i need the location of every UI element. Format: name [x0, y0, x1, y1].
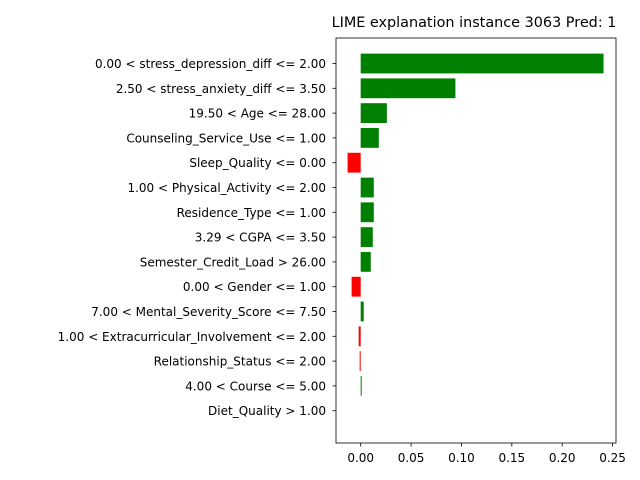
- y-tick-label: Semester_Credit_Load > 26.00: [140, 255, 326, 269]
- y-tick-label: Sleep_Quality <= 0.00: [189, 156, 326, 170]
- bar: [347, 152, 361, 173]
- bar: [360, 301, 364, 322]
- y-tick-label: 1.00 < Physical_Activity <= 2.00: [127, 181, 326, 195]
- y-tick-labels: 0.00 < stress_depression_diff <= 2.00 2.5…: [58, 57, 336, 418]
- y-tick-label: 0.00 < Gender <= 1.00: [183, 280, 326, 294]
- bar: [360, 202, 374, 223]
- bar: [360, 128, 379, 148]
- y-tick-label: 4.00 < Course <= 5.00: [185, 379, 326, 393]
- x-ticks: 0.00 0.05 0.10 0.15 0.20 0.25: [347, 443, 626, 465]
- y-tick-label: Residence_Type <= 1.00: [177, 206, 326, 220]
- plot-frame: [335, 37, 617, 444]
- bar: [360, 177, 374, 198]
- bar: [360, 78, 456, 99]
- chart-title: LIME explanation instance 3063 Pred: 1: [332, 15, 617, 31]
- y-tick-label: 19.50 < Age <= 28.00: [189, 107, 326, 121]
- y-tick-label: 3.29 < CGPA <= 3.50: [195, 231, 326, 245]
- y-tick-label: Counseling_Service_Use <= 1.00: [126, 131, 326, 145]
- bar: [358, 326, 361, 347]
- bar: [351, 276, 361, 297]
- y-tick-label: 0.00 < stress_depression_diff <= 2.00: [95, 57, 326, 71]
- y-tick-label: Relationship_Status <= 2.00: [154, 355, 326, 369]
- bar: [360, 53, 604, 74]
- bars-group: [347, 53, 604, 396]
- y-tick-label: 7.00 < Mental_Severity_Score <= 7.50: [91, 305, 326, 319]
- x-tick-label: 0.10: [448, 451, 475, 465]
- bar: [360, 252, 371, 272]
- y-tick-label: 2.50 < stress_anxiety_diff <= 3.50: [116, 82, 326, 96]
- x-tick-label: 0.05: [398, 451, 425, 465]
- x-tick-label: 0.20: [549, 451, 576, 465]
- y-tick-label: 1.00 < Extracurricular_Involvement <= 2.…: [58, 330, 326, 344]
- bar: [360, 376, 362, 396]
- y-tick-label: Diet_Quality > 1.00: [208, 404, 326, 418]
- bar: [359, 351, 361, 371]
- x-tick-label: 0.25: [599, 451, 626, 465]
- x-tick-label: 0.15: [498, 451, 525, 465]
- bar: [360, 103, 387, 123]
- x-tick-label: 0.00: [347, 451, 374, 465]
- bar: [360, 227, 373, 247]
